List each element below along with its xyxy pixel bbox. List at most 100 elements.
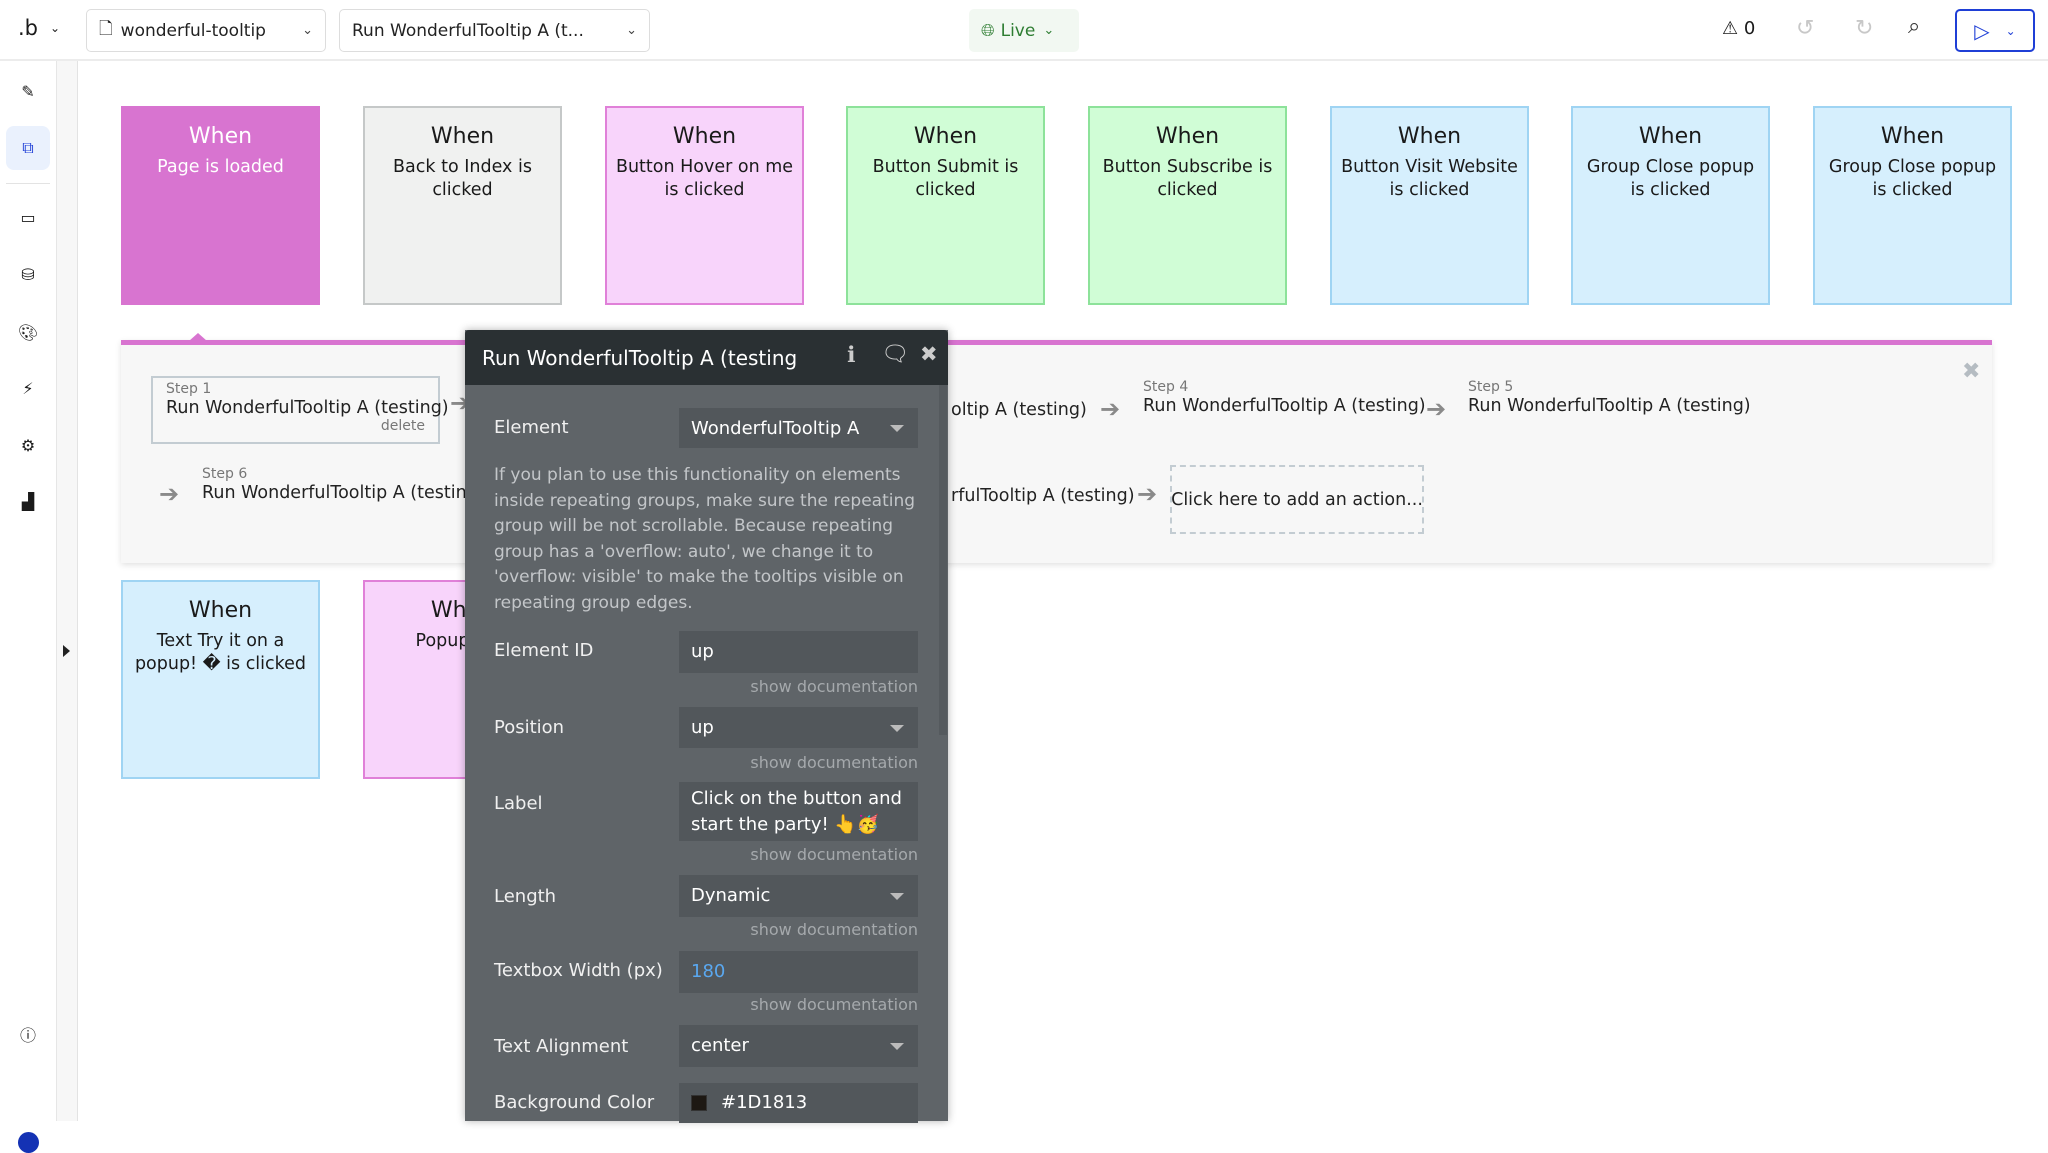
add-action-button[interactable]: Click here to add an action... (1170, 465, 1424, 534)
label-input[interactable]: Click on the button and start the party!… (679, 782, 918, 841)
position-label: Position (494, 717, 565, 738)
textbox-width-input[interactable]: 180 (679, 951, 918, 993)
gear-icon[interactable]: ⚙ (20, 435, 36, 455)
delete-link[interactable]: delete (380, 418, 425, 434)
globe-icon: 🌐︎ (981, 20, 995, 41)
event-card[interactable]: When Text Try it on a popup! � is clicked (121, 580, 320, 779)
workflow-selector[interactable]: Run WonderfulTooltip A (t... ⌄ (339, 9, 650, 52)
comment-icon[interactable]: 🗨︎ (881, 342, 909, 367)
show-documentation-link[interactable]: show documentation (750, 995, 918, 1014)
show-documentation-link[interactable]: show documentation (750, 753, 918, 772)
arrow-right-icon: ➔ (159, 480, 180, 508)
show-documentation-link[interactable]: show documentation (750, 845, 918, 864)
element-dropdown[interactable]: WonderfulTooltip A (679, 408, 918, 448)
event-description: Back to Index is clicked (393, 157, 532, 200)
panel-pointer (189, 333, 207, 341)
event-card[interactable]: When Button Submit is clicked (846, 106, 1045, 305)
close-icon[interactable]: ✖ (1962, 359, 1981, 384)
search-icon[interactable]: ⌕ (1908, 14, 1921, 39)
close-icon[interactable]: ✖ (920, 342, 938, 366)
show-documentation-link[interactable]: show documentation (750, 920, 918, 939)
event-card[interactable]: When Button Visit Website is clicked (1330, 106, 1529, 305)
text-alignment-label: Text Alignment (494, 1036, 629, 1057)
event-when: When (913, 124, 978, 149)
event-description: Button Submit is clicked (872, 157, 1019, 200)
help-icon[interactable]: ⓘ (19, 1026, 36, 1045)
issues-button[interactable]: ⚠ 0 (1722, 18, 1755, 39)
chevron-down-icon: ⌄ (302, 23, 313, 38)
element-id-label: Element ID (494, 640, 594, 661)
play-icon: ▷ (1974, 18, 1990, 43)
page-selector[interactable]: 🗋 wonderful-tooltip ⌄ (86, 9, 326, 52)
textbox-width-label: Textbox Width (px) (494, 960, 663, 981)
event-when: When (672, 124, 737, 149)
background-color-value: #1D1813 (721, 1092, 808, 1113)
step-7[interactable]: rfulTooltip A (testing) (951, 486, 1135, 506)
redo-icon[interactable]: ↻ (1855, 16, 1874, 41)
editor-title: Run WonderfulTooltip A (testing (482, 345, 798, 370)
length-dropdown[interactable]: Dynamic (679, 875, 918, 917)
show-documentation-link[interactable]: show documentation (750, 677, 918, 696)
elements-icon[interactable]: ▭ (20, 207, 36, 227)
sidebar-divider (6, 183, 50, 184)
live-version-button[interactable]: 🌐︎ Live ⌄ (969, 9, 1079, 52)
property-editor: Run WonderfulTooltip A (testing ℹ 🗨︎ ✖ E… (465, 330, 948, 1123)
event-card[interactable]: When Group Close popup is clicked (1571, 106, 1770, 305)
top-toolbar: .b ⌄ 🗋 wonderful-tooltip ⌄ Run WonderfulToo… (0, 0, 2048, 61)
preview-button[interactable]: ▷ ⌄ (1955, 9, 2035, 52)
page-icon: 🗋 (99, 19, 113, 39)
database-icon[interactable]: ⛁ (21, 264, 35, 284)
event-card[interactable]: When Page is loaded (121, 106, 320, 305)
background-color-label: Background Color (494, 1092, 655, 1113)
design-pencil-icon[interactable]: ✎ (21, 81, 35, 101)
chevron-down-icon: ⌄ (50, 21, 61, 35)
color-swatch[interactable] (691, 1095, 707, 1111)
step-number: Step 6 (202, 466, 248, 482)
position-value: up (691, 717, 714, 738)
workflow-icon[interactable]: ⧉ (6, 126, 50, 170)
dropdown-arrow-icon (890, 893, 904, 900)
background-color-input[interactable]: #1D1813 (679, 1083, 918, 1123)
plugin-icon[interactable]: ⚡︎ (22, 378, 34, 398)
workflow-select-value: Run WonderfulTooltip A (t... (352, 20, 584, 41)
app-menu-button[interactable]: .b ⌄ (18, 16, 60, 40)
collapsed-panel-strip (57, 61, 78, 1121)
undo-icon[interactable]: ↺ (1796, 16, 1815, 41)
event-when: When (1155, 124, 1220, 149)
step-1[interactable]: Step 1 Run WonderfulTooltip A (testing) … (151, 376, 449, 444)
position-dropdown[interactable]: up (679, 707, 918, 748)
step-3[interactable]: oltip A (testing) (951, 400, 1087, 420)
element-id-input[interactable]: up (679, 631, 918, 673)
element-label: Element (494, 417, 569, 438)
event-when: When (1638, 124, 1703, 149)
event-description: Text Try it on a popup! � is clicked (134, 631, 307, 674)
arrow-right-icon: ➔ (1426, 395, 1447, 423)
event-card[interactable]: When Button Subscribe is clicked (1088, 106, 1287, 305)
step-6[interactable]: Step 6 Run WonderfulTooltip A (testing) (202, 465, 485, 503)
event-card[interactable]: When Back to Index is clicked (363, 106, 562, 305)
step-5[interactable]: Step 5 Run WonderfulTooltip A (testing) (1468, 378, 1751, 416)
dropdown-arrow-icon (890, 724, 904, 732)
property-editor-header[interactable]: Run WonderfulTooltip A (testing ℹ 🗨︎ ✖ (465, 330, 948, 385)
warning-icon: ⚠ (1722, 18, 1739, 39)
avatar[interactable] (18, 1132, 39, 1153)
step-name: Run WonderfulTooltip A (testing) (1143, 396, 1426, 416)
event-card[interactable]: When Group Close popup is clicked (1813, 106, 2012, 305)
event-description: Button Subscribe is clicked (1102, 157, 1273, 200)
issues-count: 0 (1743, 18, 1756, 39)
length-label: Length (494, 886, 557, 907)
event-when: When (1397, 124, 1462, 149)
info-icon[interactable]: ℹ (847, 343, 856, 368)
scrollbar[interactable] (939, 385, 947, 735)
step-name: Run WonderfulTooltip A (testing) (202, 483, 485, 503)
chevron-down-icon: ⌄ (1043, 23, 1055, 38)
workflow-actions-panel: ✖ Step 1 Run WonderfulTooltip A (testing… (121, 333, 1992, 563)
expand-arrow-icon[interactable] (63, 645, 70, 657)
bar-chart-icon[interactable]: ▟ (21, 491, 35, 511)
step-4[interactable]: Step 4 Run WonderfulTooltip A (testing) (1143, 378, 1426, 416)
label-label: Label (494, 793, 543, 814)
event-card[interactable]: When Button Hover on me is clicked (605, 106, 804, 305)
text-alignment-dropdown[interactable]: center (679, 1025, 918, 1067)
arrow-right-icon: ➔ (1100, 395, 1121, 423)
palette-icon[interactable]: 🎨︎ (17, 322, 39, 342)
